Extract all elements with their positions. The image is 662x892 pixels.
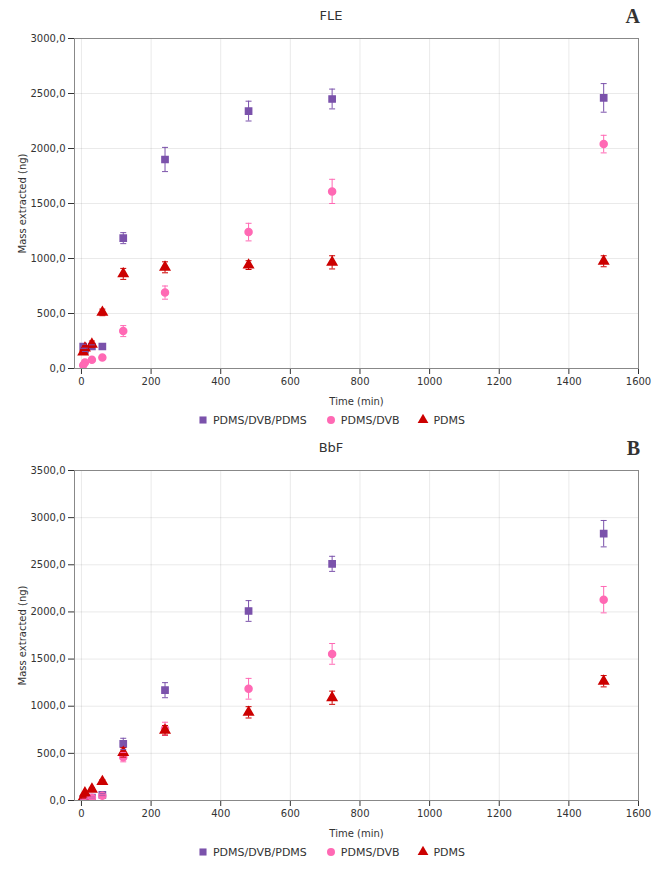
svg-text:600: 600: [281, 376, 300, 387]
svg-text:1000,0: 1000,0: [31, 253, 66, 264]
html-text:BbF: BbF: [318, 440, 344, 455]
svg-text:1200: 1200: [487, 376, 512, 387]
html-text:FLE: FLE: [319, 8, 343, 23]
svg-text:200: 200: [142, 376, 161, 387]
svg-text:1500,0: 1500,0: [31, 198, 66, 209]
svg-text:1400: 1400: [556, 376, 581, 387]
svg-text:Time (min): Time (min): [328, 828, 383, 839]
html-text:PDMS/DVB/PDMS: PDMS/DVB/PDMS: [212, 845, 307, 859]
svg-text:1000: 1000: [417, 808, 442, 819]
svg-text:0,0: 0,0: [50, 795, 66, 806]
html-text:PDMS/DVB/PDMS: PDMS/DVB/PDMS: [212, 413, 307, 427]
svg-text:500,0: 500,0: [37, 308, 66, 319]
svg-text:400: 400: [211, 376, 230, 387]
svg-text:2000,0: 2000,0: [31, 606, 66, 617]
svg-text:Mass extracted (ng): Mass extracted (ng): [17, 585, 28, 685]
svg-text:400: 400: [211, 808, 230, 819]
html-text:A: A: [625, 5, 640, 27]
html-text:PDMS/DVB: PDMS/DVB: [340, 845, 400, 859]
svg-text:Mass extracted (ng): Mass extracted (ng): [17, 153, 28, 253]
svg-text:0,0: 0,0: [50, 363, 66, 374]
svg-text:2500,0: 2500,0: [31, 559, 66, 570]
svg-text:0: 0: [78, 376, 84, 387]
html-text:PDMS: PDMS: [433, 413, 466, 427]
svg-text:500,0: 500,0: [37, 748, 66, 759]
svg-text:1400: 1400: [556, 808, 581, 819]
svg-text:3500,0: 3500,0: [31, 465, 66, 476]
html-text:PDMS/DVB: PDMS/DVB: [340, 413, 400, 427]
svg-text:Time (min): Time (min): [328, 396, 383, 407]
svg-text:800: 800: [350, 808, 369, 819]
svg-text:3000,0: 3000,0: [31, 512, 66, 523]
svg-text:200: 200: [142, 808, 161, 819]
svg-text:1500,0: 1500,0: [31, 653, 66, 664]
svg-text:1600: 1600: [626, 808, 651, 819]
svg-text:0: 0: [78, 808, 84, 819]
svg-text:3000,0: 3000,0: [31, 33, 66, 44]
svg-text:1200: 1200: [487, 808, 512, 819]
html-text:B: B: [626, 437, 640, 459]
html-text:PDMS: PDMS: [433, 845, 466, 859]
svg-text:2000,0: 2000,0: [31, 143, 66, 154]
svg-text:2500,0: 2500,0: [31, 88, 66, 99]
svg-text:600: 600: [281, 808, 300, 819]
svg-text:1000: 1000: [417, 376, 442, 387]
svg-text:1000,0: 1000,0: [31, 700, 66, 711]
svg-text:800: 800: [350, 376, 369, 387]
svg-text:1600: 1600: [626, 376, 651, 387]
